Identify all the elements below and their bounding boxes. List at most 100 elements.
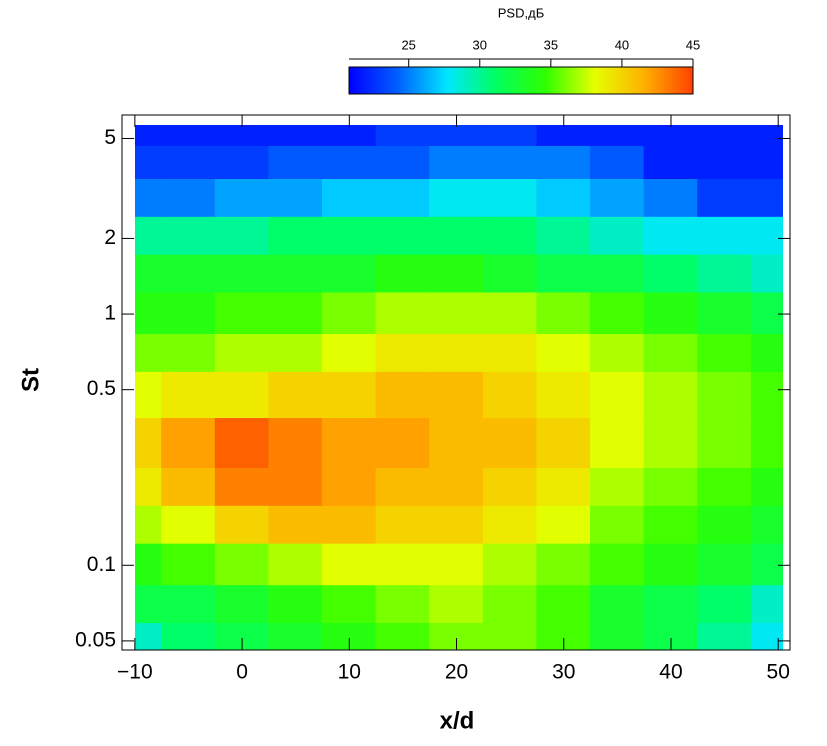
colorbar-tick-label: 40 (615, 37, 629, 52)
heat-cell (135, 584, 163, 624)
heat-cell (482, 370, 538, 419)
heat-cell (322, 253, 377, 293)
heat-cell (697, 178, 752, 217)
heat-cell (643, 215, 699, 255)
y-tick-label: 0.5 (87, 377, 116, 400)
heat-cell (536, 253, 592, 293)
heat-cell (322, 504, 377, 544)
heat-cell (214, 542, 270, 586)
heat-cell (429, 542, 484, 586)
heat-cell (643, 542, 699, 586)
heat-cell (375, 144, 431, 180)
heat-cell (590, 542, 645, 586)
heat-cell (750, 504, 783, 544)
heat-cell (135, 370, 163, 419)
heat-cell (322, 333, 377, 372)
heat-cell (214, 370, 270, 419)
heat-cell (750, 144, 783, 180)
heat-cell (268, 253, 324, 293)
heat-cell (643, 144, 699, 180)
heat-cell (375, 178, 431, 217)
heat-cell (643, 125, 699, 146)
heat-cell (375, 504, 431, 544)
heat-cell (536, 370, 592, 419)
heat-cell (375, 542, 431, 586)
heat-cell (375, 215, 431, 255)
heat-cell (643, 370, 699, 419)
heat-cell (750, 125, 783, 146)
heat-cell (161, 417, 216, 469)
heat-cell (214, 215, 270, 255)
heat-cell (268, 291, 324, 335)
colorbar-tick-label: 45 (686, 37, 700, 52)
heat-cell (161, 125, 216, 146)
heat-cell (536, 542, 592, 586)
colorbar-tick-label: 35 (544, 37, 558, 52)
heat-cell (375, 622, 431, 650)
heat-cell (214, 144, 270, 180)
heat-cell (750, 417, 783, 469)
x-tick-label: 20 (445, 661, 468, 684)
heat-cell (697, 467, 752, 506)
heat-cell (482, 253, 538, 293)
heat-cell (750, 333, 783, 372)
heat-cell (643, 178, 699, 217)
colorbar-title: PSD,дБ (498, 5, 544, 20)
heat-cell (375, 584, 431, 624)
heat-cell (161, 622, 216, 650)
heat-cell (214, 291, 270, 335)
x-axis-label: x/d (440, 707, 475, 734)
heat-cell (482, 125, 538, 146)
heat-cell (536, 178, 592, 217)
heat-cell (322, 584, 377, 624)
x-tick-label: 30 (552, 661, 575, 684)
heat-cell (750, 291, 783, 335)
heat-cell (643, 584, 699, 624)
heat-cell (482, 144, 538, 180)
heat-cell (375, 291, 431, 335)
heat-cell (590, 178, 645, 217)
heat-cell (135, 333, 163, 372)
heat-cell (161, 370, 216, 419)
heat-cell (643, 291, 699, 335)
heat-cell (697, 333, 752, 372)
heat-cell (214, 504, 270, 544)
heat-cell (429, 584, 484, 624)
heat-cell (429, 144, 484, 180)
heat-cell (268, 622, 324, 650)
heat-cell (322, 417, 377, 469)
heat-cell (214, 178, 270, 217)
heat-cell (697, 417, 752, 469)
heat-cell (429, 467, 484, 506)
heat-cell (322, 215, 377, 255)
heat-cell (375, 370, 431, 419)
heat-cell (590, 333, 645, 372)
heat-cell (482, 215, 538, 255)
heat-cell (268, 125, 324, 146)
heat-cell (536, 215, 592, 255)
heatmap (135, 125, 783, 650)
heat-cell (135, 417, 163, 469)
heat-cell (322, 125, 377, 146)
heat-cell (214, 584, 270, 624)
heat-cell (214, 333, 270, 372)
heat-cell (643, 467, 699, 506)
y-tick-label: 0.1 (87, 553, 116, 576)
colorbar-tick-label: 25 (401, 37, 415, 52)
heat-cell (697, 542, 752, 586)
heat-cell (643, 417, 699, 469)
heat-cell (643, 253, 699, 293)
x-tick-label: −10 (117, 661, 153, 684)
heat-cell (590, 467, 645, 506)
y-tick-label: 0.05 (75, 628, 116, 651)
heat-cell (135, 178, 163, 217)
heat-cell (161, 333, 216, 372)
heat-cell (590, 253, 645, 293)
heat-cell (429, 125, 484, 146)
heat-cell (590, 291, 645, 335)
heat-cell (429, 253, 484, 293)
colorbar-tick-label: 30 (473, 37, 487, 52)
heat-cell (429, 178, 484, 217)
heat-cell (643, 504, 699, 544)
